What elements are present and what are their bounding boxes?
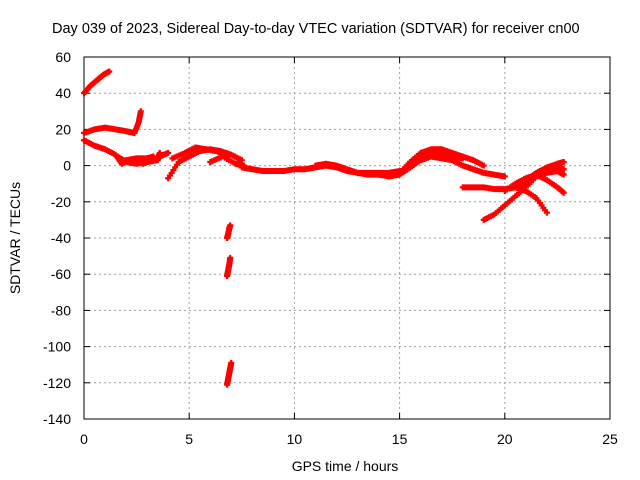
series-track-p — [512, 184, 550, 216]
x-tick-label: 0 — [80, 431, 88, 447]
y-tick-label: -60 — [51, 266, 71, 282]
data-point — [227, 254, 234, 261]
series-outlier-3 — [224, 359, 235, 388]
series-track-l — [396, 149, 466, 176]
grid-lines — [84, 57, 610, 419]
y-tick-label: -120 — [43, 375, 71, 391]
y-tick-label: -20 — [51, 194, 71, 210]
data-point — [228, 359, 235, 366]
plot-frame — [83, 56, 611, 420]
series-track-a — [81, 68, 113, 97]
y-tick-label: -100 — [43, 339, 71, 355]
data-point — [560, 166, 567, 173]
series-track-q — [522, 158, 567, 184]
data-points — [81, 68, 567, 388]
data-point — [543, 209, 550, 216]
x-tick-label: 20 — [497, 431, 513, 447]
chart-title: Day 039 of 2023, Sidereal Day-to-day VTE… — [52, 21, 580, 37]
data-point — [480, 162, 487, 169]
y-tick-label: 40 — [55, 85, 71, 101]
x-tick-label: 10 — [287, 431, 303, 447]
data-point — [227, 222, 234, 229]
series-track-b — [81, 108, 144, 137]
y-tick-label: 0 — [63, 158, 71, 174]
data-point — [560, 189, 567, 196]
y-tick-label: -140 — [43, 411, 71, 427]
y-tick-label: 20 — [55, 121, 71, 137]
series-track-e — [139, 149, 172, 167]
y-tick-label: 60 — [55, 49, 71, 65]
x-tick-label: 5 — [185, 431, 193, 447]
data-point — [459, 155, 466, 162]
y-tick-label: -80 — [51, 302, 71, 318]
data-point — [106, 68, 113, 75]
y-axis-label: SDTVAR / TECUs — [7, 182, 23, 294]
y-tick-label: -40 — [51, 230, 71, 246]
series-outlier-1 — [224, 222, 234, 241]
data-point — [560, 158, 567, 165]
data-point — [137, 108, 144, 115]
data-point — [560, 171, 567, 178]
x-tick-label: 15 — [392, 431, 408, 447]
x-tick-label: 25 — [602, 431, 618, 447]
x-axis-label: GPS time / hours — [292, 458, 399, 474]
x-axis: 0 5 10 15 20 25 — [80, 57, 618, 447]
y-axis: -140 -120 -100 -80 -60 -40 -20 0 20 40 60 — [43, 49, 610, 427]
data-point — [165, 149, 172, 156]
series-outlier-2 — [224, 254, 234, 280]
data-point — [501, 173, 508, 180]
